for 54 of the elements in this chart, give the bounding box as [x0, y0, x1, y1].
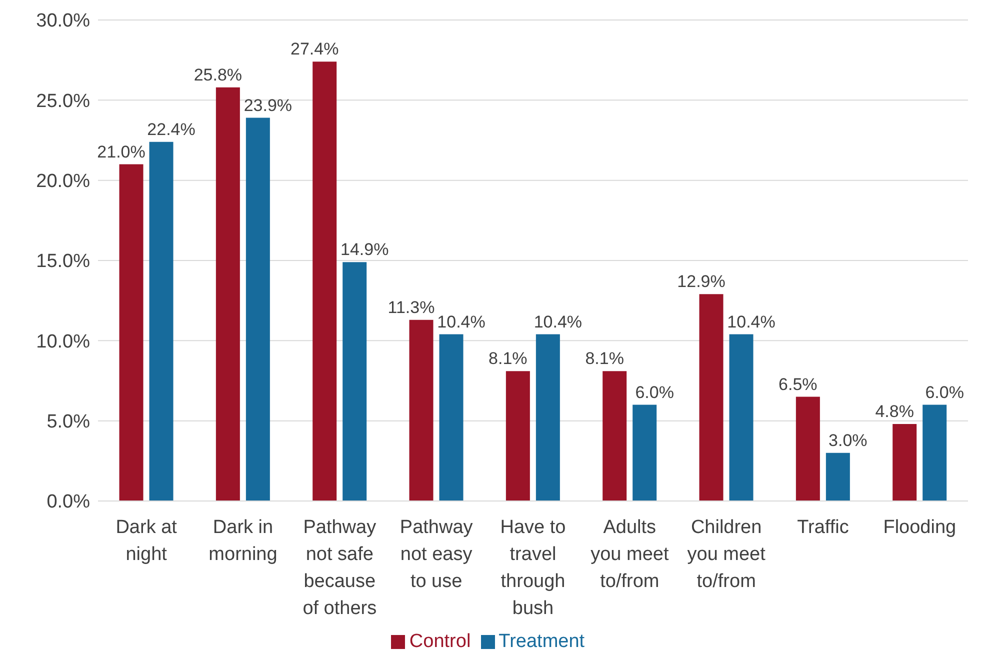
data-label: 27.4%: [290, 40, 339, 59]
x-tick-label: Pathway not easy to use: [400, 517, 474, 592]
x-tick-label: Children you meet to/from: [687, 517, 766, 592]
data-label: 6.5%: [778, 374, 818, 394]
legend-label: Control: [409, 631, 471, 652]
data-label: 4.8%: [875, 402, 914, 422]
data-label: 8.1%: [585, 349, 624, 368]
x-tick-label: Dark in morning: [208, 517, 278, 565]
data-label: 10.4%: [437, 312, 486, 332]
x-tick-label: Adults you meet to/from: [590, 517, 670, 592]
bar: [246, 118, 270, 501]
data-label: 22.4%: [147, 120, 196, 139]
bar: [632, 404, 657, 501]
bar: [826, 452, 850, 501]
x-tick-label: Dark at night: [116, 517, 178, 565]
bar: [439, 334, 464, 501]
data-label: 8.1%: [488, 349, 528, 368]
x-tick-label: Traffic: [797, 517, 849, 538]
data-label: 6.0%: [925, 382, 964, 402]
data-label: 3.0%: [828, 430, 868, 450]
data-label: 6.0%: [635, 382, 674, 402]
bar: [892, 424, 917, 501]
bar: [216, 87, 240, 501]
bar: [312, 62, 337, 501]
bar: [342, 262, 367, 501]
data-label: 11.3%: [388, 298, 435, 317]
bar: [536, 334, 560, 501]
y-tick-label: 5.0%: [46, 412, 90, 433]
x-tick-label: Pathway not safe because of others: [302, 517, 377, 619]
bar: [506, 371, 530, 501]
bar: [699, 294, 724, 501]
y-tick-label: 0.0%: [46, 492, 90, 513]
data-label: 12.9%: [677, 272, 726, 292]
y-tick-label: 25.0%: [36, 90, 90, 112]
y-tick-label: 10.0%: [36, 331, 90, 352]
bar: [149, 142, 174, 501]
data-label: 10.4%: [727, 312, 776, 332]
x-tick-label: Have to travel through bush: [500, 517, 566, 619]
y-tick-label: 15.0%: [36, 251, 90, 272]
bar: [729, 334, 754, 501]
y-tick-label: 20.0%: [36, 171, 90, 192]
x-tick-label: Flooding: [883, 517, 956, 538]
bar: [602, 371, 627, 501]
y-tick-label: 30.0%: [36, 10, 90, 32]
data-label: 25.8%: [194, 65, 242, 84]
bar: [796, 396, 820, 501]
bar: [119, 164, 144, 501]
bar: [922, 404, 947, 501]
data-label: 21.0%: [97, 142, 146, 162]
data-label: 23.9%: [244, 96, 292, 115]
data-label: 10.4%: [534, 312, 582, 332]
legend-label: Treatment: [498, 631, 585, 652]
data-label: 14.9%: [340, 240, 389, 260]
bar: [409, 320, 434, 501]
